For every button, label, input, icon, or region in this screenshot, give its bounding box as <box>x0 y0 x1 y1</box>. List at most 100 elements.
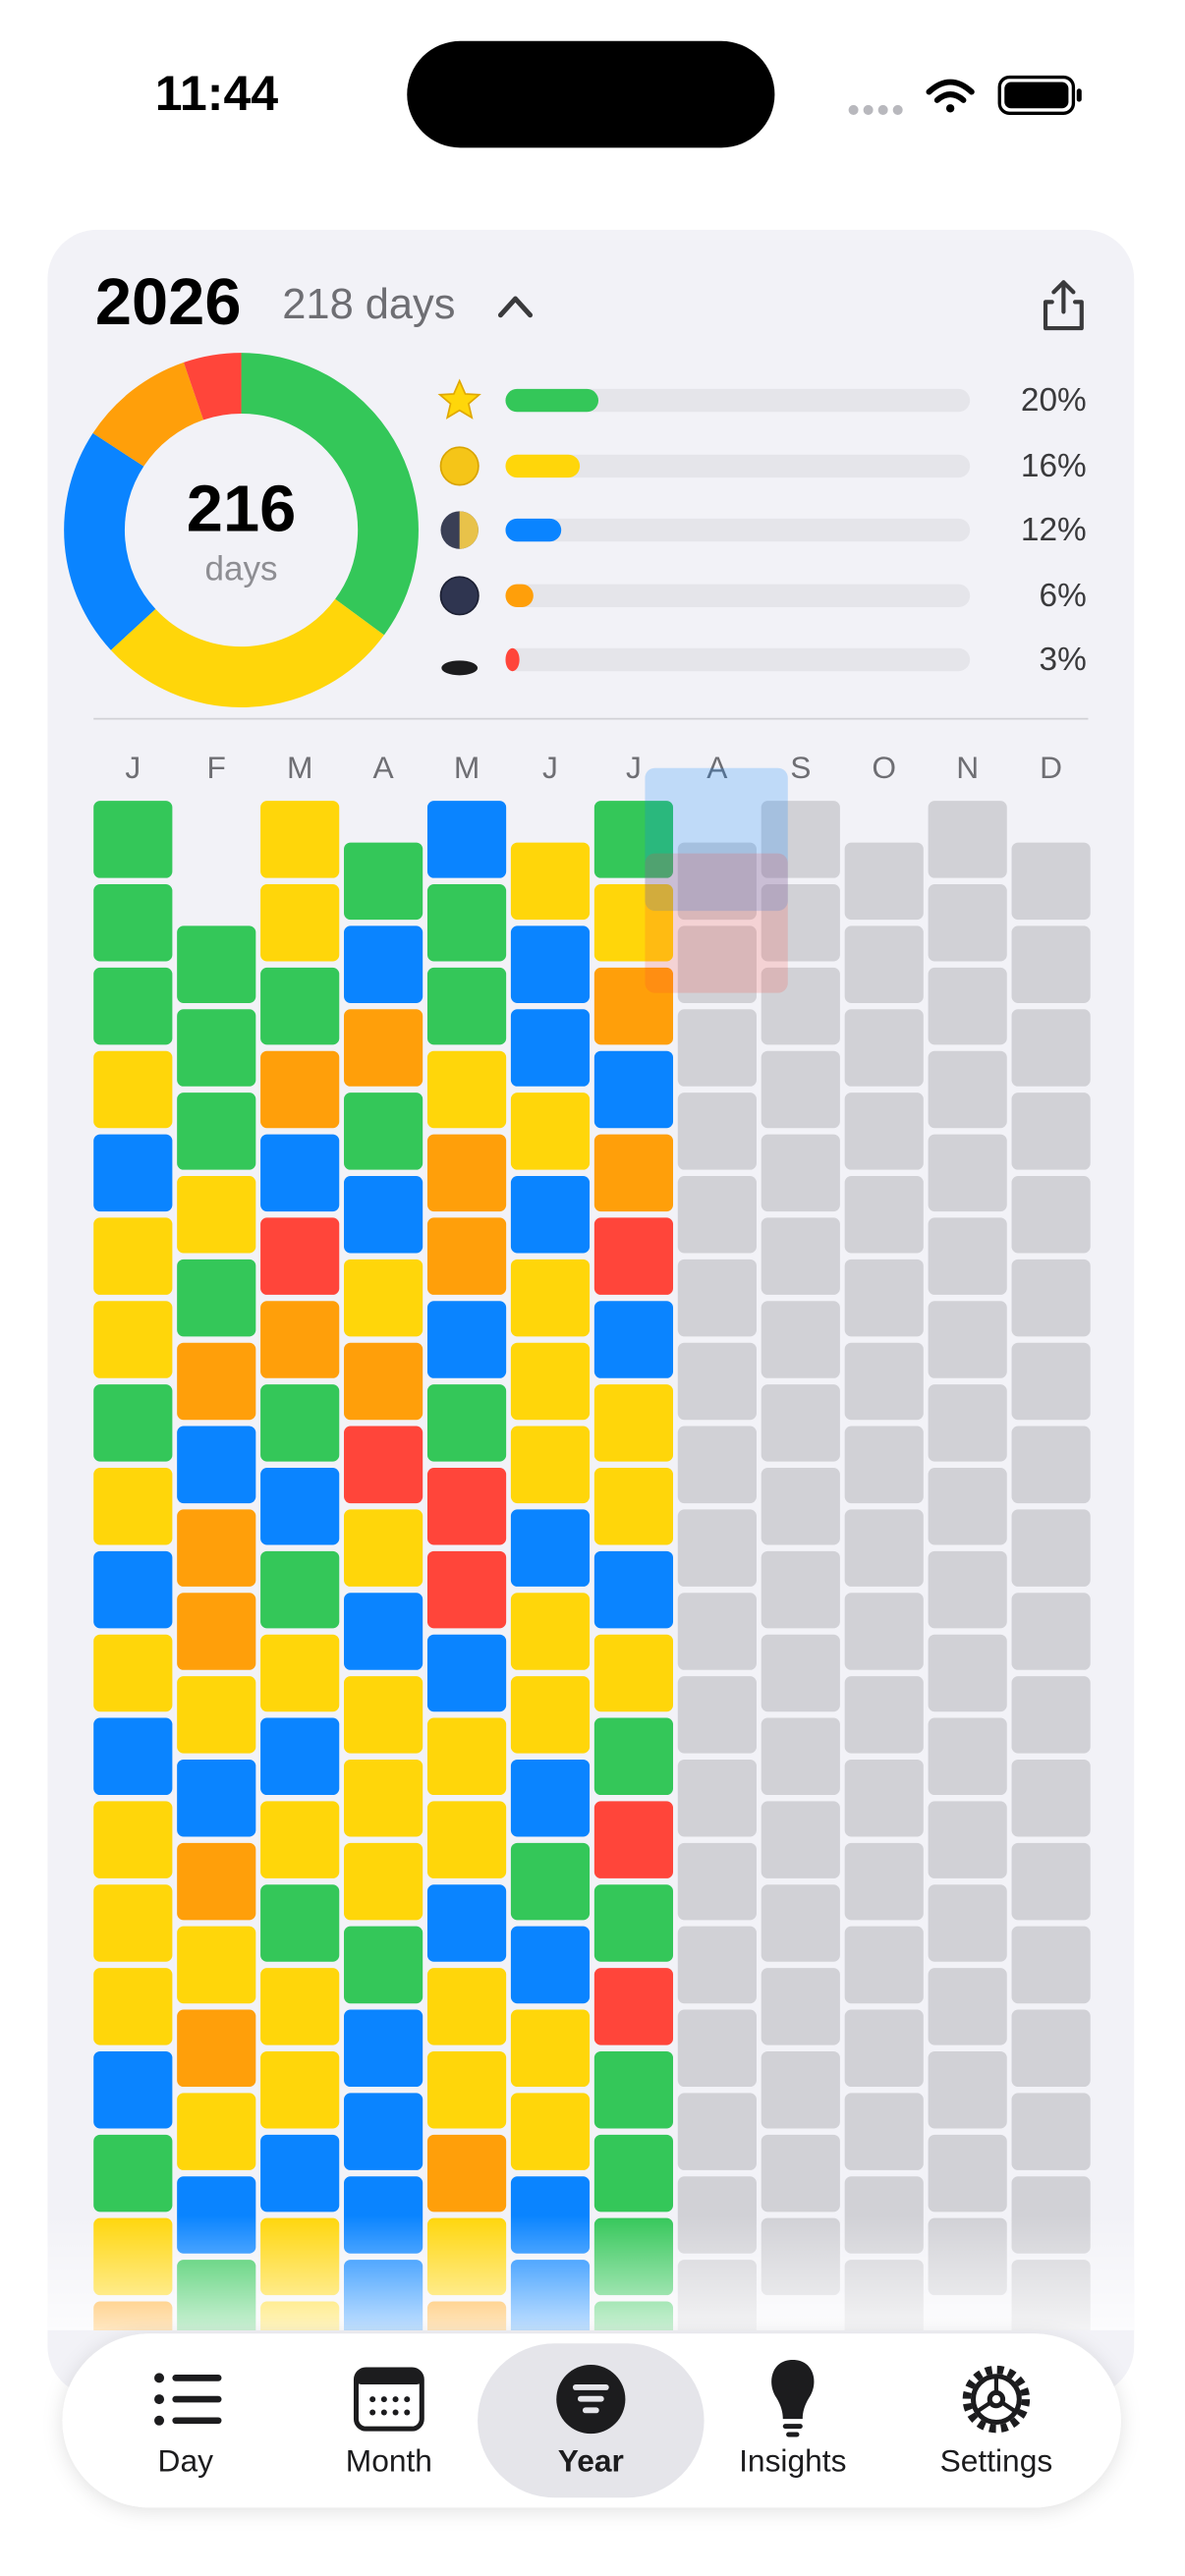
month-label: J <box>125 750 141 785</box>
day-cell <box>344 1342 423 1421</box>
day-cell <box>1011 1009 1091 1087</box>
day-cell <box>928 1968 1007 2045</box>
day-cell <box>761 967 840 1045</box>
day-cell <box>260 1634 340 1712</box>
day-cell <box>761 1050 840 1129</box>
status-time: 11:44 <box>155 66 279 121</box>
day-cell <box>344 1759 423 1837</box>
donut-segment <box>183 353 243 420</box>
month-label: J <box>626 750 642 785</box>
month-label: A <box>706 750 728 785</box>
day-cell <box>677 1426 757 1504</box>
day-cell <box>510 925 591 1003</box>
day-cell <box>510 1426 591 1504</box>
insights-icon <box>771 2359 815 2437</box>
stat-track <box>505 584 971 608</box>
day-cell <box>928 1717 1007 1796</box>
day-cell <box>426 1050 507 1129</box>
tab-label[interactable]: Settings <box>940 2443 1053 2479</box>
stat-percent: 20% <box>1021 382 1087 419</box>
tab-label[interactable]: Month <box>346 2443 432 2479</box>
day-cell <box>344 925 423 1003</box>
day-cell <box>844 1175 924 1254</box>
day-cell <box>93 1134 173 1212</box>
day-cell <box>593 1884 674 1962</box>
day-cell <box>844 842 924 921</box>
day-cell <box>177 1175 256 1254</box>
tab-label[interactable]: Day <box>158 2443 214 2479</box>
day-cell <box>844 1509 924 1587</box>
day-cell <box>260 2134 340 2212</box>
sun-icon <box>439 446 480 486</box>
wifi-icon <box>926 79 975 113</box>
battery-icon <box>997 75 1082 115</box>
day-cell <box>510 1759 591 1837</box>
collapse-button[interactable] <box>497 296 534 318</box>
half-moon-icon <box>440 511 479 549</box>
stat-percent: 6% <box>1040 578 1087 614</box>
share-button[interactable] <box>1043 280 1084 331</box>
day-cell <box>928 1467 1007 1545</box>
day-cell <box>510 1842 591 1921</box>
day-cell <box>344 1842 423 1921</box>
day-cell <box>93 967 173 1045</box>
day-cell <box>177 1342 256 1421</box>
day-cell <box>677 1342 757 1421</box>
day-cell <box>260 1550 340 1629</box>
day-cell <box>677 1175 757 1254</box>
day-cell <box>93 1968 173 2045</box>
month-label: M <box>454 750 480 785</box>
day-cell <box>510 1593 591 1670</box>
day-cell <box>593 1968 674 2045</box>
day-cell <box>260 801 340 878</box>
day-cell <box>593 1217 674 1295</box>
day-cell <box>1011 2009 1091 2088</box>
day-cell <box>260 967 340 1045</box>
day-cell <box>593 1050 674 1129</box>
day-cell <box>928 1050 1007 1129</box>
day-cell <box>761 2134 840 2212</box>
day-cell <box>761 1884 840 1962</box>
day-cell <box>93 2050 173 2129</box>
day-cell <box>177 2093 256 2170</box>
signal-icon <box>848 104 903 115</box>
day-cell <box>93 1884 173 1962</box>
day-cell <box>344 2009 423 2088</box>
day-cell <box>1011 1175 1091 1254</box>
day-cell <box>93 1301 173 1378</box>
day-cell <box>677 1926 757 2004</box>
day-cell <box>844 1676 924 1754</box>
day-cell <box>844 1593 924 1670</box>
day-cell <box>1011 1676 1091 1754</box>
day-cell <box>344 1092 423 1170</box>
day-cell <box>93 1217 173 1295</box>
day-cell <box>426 1134 507 1212</box>
day-cell <box>510 1926 591 2004</box>
month-label: M <box>287 750 312 785</box>
day-cell <box>1011 925 1091 1003</box>
day-cell <box>844 1009 924 1087</box>
day-cell <box>426 1717 507 1796</box>
tab-label[interactable]: Insights <box>739 2443 846 2479</box>
tab-label[interactable]: Year <box>558 2443 624 2479</box>
day-cell <box>93 1384 173 1462</box>
donut-chart <box>64 353 419 707</box>
tabs: Day Month Year Insights Settings <box>158 2443 1053 2479</box>
day-cell <box>426 884 507 962</box>
month-label: J <box>542 750 558 785</box>
day-cell <box>426 1634 507 1712</box>
day-cell <box>177 1426 256 1504</box>
day-cell <box>93 1717 173 1796</box>
day-cell <box>177 1926 256 2004</box>
day-cell <box>844 1926 924 2004</box>
day-cell <box>177 925 256 1003</box>
day-cell <box>593 967 674 1045</box>
day-cell <box>593 1801 674 1878</box>
day-cell <box>844 925 924 1003</box>
month-label: F <box>207 750 226 785</box>
day-cell <box>260 1717 340 1796</box>
day-cell <box>677 1676 757 1754</box>
donut-segment <box>240 353 419 636</box>
mood-stats: 20% 16% 12% 6% 3% <box>505 382 1087 678</box>
